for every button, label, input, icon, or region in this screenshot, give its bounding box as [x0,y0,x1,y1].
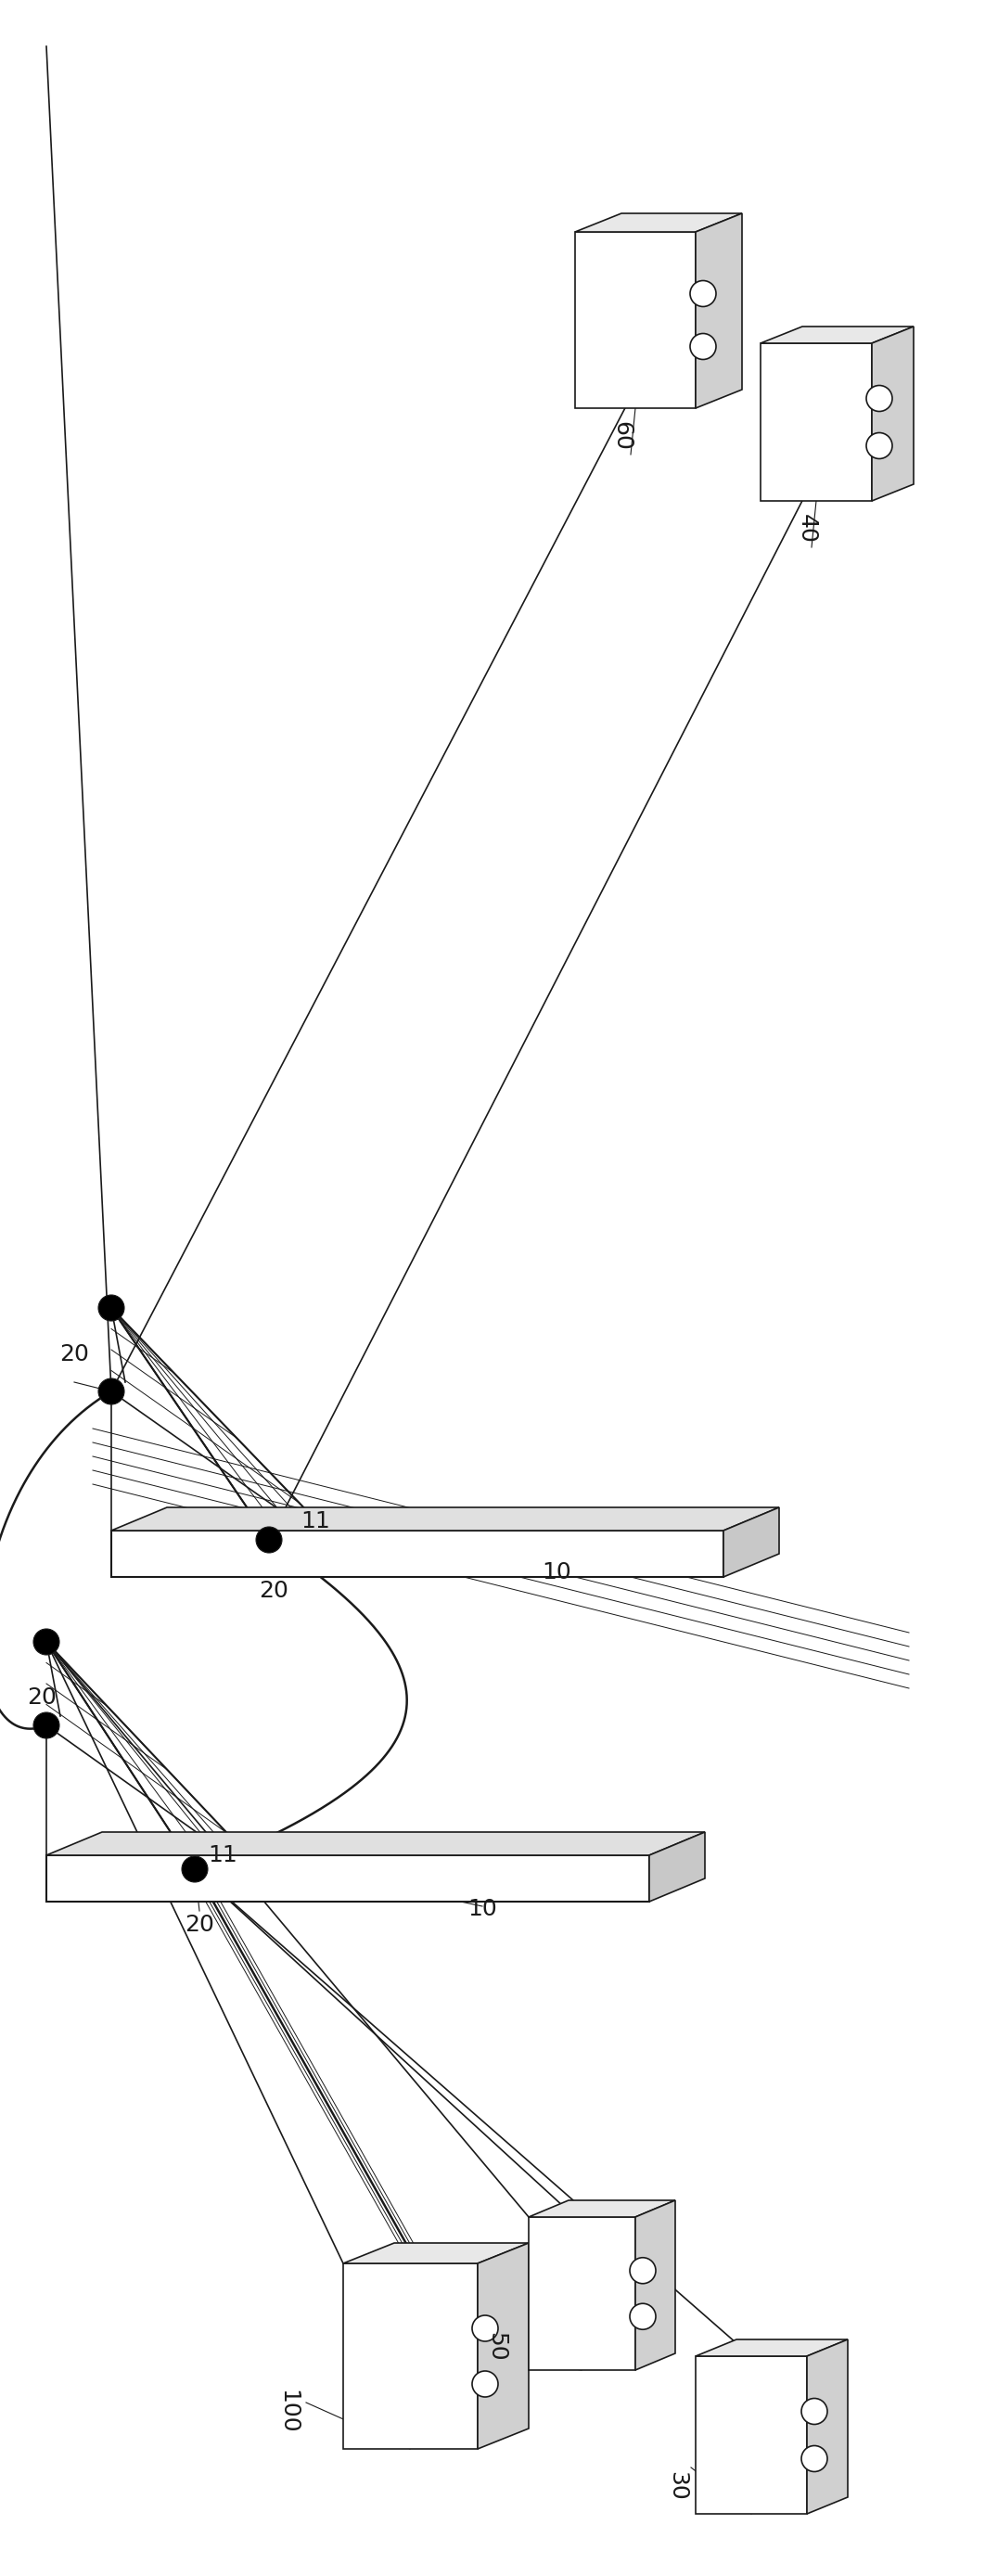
Polygon shape [696,2357,807,2514]
Circle shape [630,2303,656,2329]
Circle shape [33,1713,59,1739]
Polygon shape [696,214,742,407]
Polygon shape [636,2200,676,2370]
Polygon shape [575,214,742,232]
Circle shape [866,386,892,412]
Polygon shape [575,232,696,407]
Circle shape [630,2257,656,2282]
Polygon shape [807,2339,847,2514]
Circle shape [99,1296,125,1321]
Polygon shape [872,327,913,500]
Polygon shape [46,1832,705,1855]
Text: 50: 50 [485,2331,507,2362]
Circle shape [99,1378,125,1404]
Polygon shape [696,2339,847,2357]
Polygon shape [478,2244,529,2450]
Polygon shape [343,2244,529,2264]
Text: 100: 100 [276,2391,298,2434]
Circle shape [801,2445,827,2470]
Text: 20: 20 [27,1687,57,1708]
Polygon shape [760,343,872,500]
Circle shape [690,332,716,361]
Text: 40: 40 [795,515,818,544]
Text: 60: 60 [611,422,633,451]
Text: 20: 20 [258,1579,288,1602]
Polygon shape [529,2218,636,2370]
Polygon shape [46,1855,650,1901]
Circle shape [182,1857,208,1883]
Text: 10: 10 [468,1899,497,1919]
Circle shape [33,1628,59,1654]
Polygon shape [343,2264,478,2450]
Circle shape [866,433,892,459]
Polygon shape [112,1507,779,1530]
Circle shape [801,2398,827,2424]
Text: 20: 20 [60,1342,89,1365]
Circle shape [472,2316,498,2342]
Text: 11: 11 [300,1510,330,1533]
Text: 20: 20 [185,1914,215,1937]
Circle shape [256,1528,282,1553]
Text: 30: 30 [666,2470,689,2501]
Circle shape [690,281,716,307]
Text: 11: 11 [208,1844,238,1868]
Polygon shape [112,1530,724,1577]
Polygon shape [650,1832,705,1901]
Polygon shape [724,1507,779,1577]
Text: 10: 10 [542,1561,571,1584]
Polygon shape [760,327,913,343]
Polygon shape [529,2200,676,2218]
Circle shape [472,2370,498,2398]
